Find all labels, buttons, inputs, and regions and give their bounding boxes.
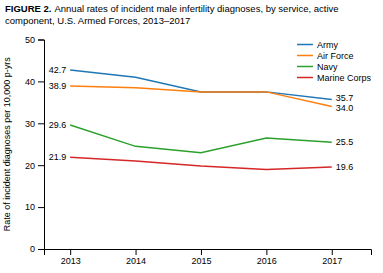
- y-tick: 30: [25, 119, 44, 129]
- legend-item: Army: [297, 40, 338, 50]
- x-tick: 2016: [257, 249, 277, 266]
- subtitle: Annual rates of incident male infertilit…: [5, 3, 339, 26]
- data-label: 34.0: [336, 103, 354, 113]
- data-label: 25.5: [336, 137, 354, 147]
- legend-label: Marine Corps: [317, 73, 372, 83]
- legend-swatch: [297, 77, 313, 79]
- legend-item: Air Force: [297, 51, 354, 61]
- y-tick-label: 40: [25, 77, 35, 87]
- y-tick: 0: [30, 244, 44, 254]
- data-label: 19.6: [336, 162, 354, 172]
- legend-swatch: [297, 66, 313, 68]
- x-tick-mark: [332, 249, 333, 255]
- data-label: 29.6: [49, 120, 67, 130]
- series-line: [70, 157, 332, 169]
- y-tick-label: 20: [25, 161, 35, 171]
- y-tick-label: 10: [25, 202, 35, 212]
- legend-swatch: [297, 44, 313, 46]
- legend-swatch: [297, 55, 313, 57]
- legend-label: Army: [317, 40, 338, 50]
- subtitle-line: component, U.S. Armed Forces, 2013–2017: [5, 15, 190, 26]
- x-tick: 2017: [322, 249, 342, 266]
- x-tick-label: 2017: [322, 256, 342, 266]
- series-group: [70, 70, 332, 169]
- y-tick-label: 50: [25, 35, 35, 45]
- data-label: 38.9: [49, 81, 67, 91]
- title: FIGURE 2.: [5, 3, 51, 14]
- x-tick-mark: [201, 249, 202, 255]
- x-tick: 2015: [191, 249, 211, 266]
- y-tick-mark: [38, 249, 44, 250]
- data-label: 21.9: [49, 152, 67, 162]
- series-line: [70, 125, 332, 153]
- y-tick: 40: [25, 77, 44, 87]
- legend-label: Air Force: [317, 51, 354, 61]
- x-tick-label: 2015: [191, 256, 211, 266]
- x-tick: 2013: [61, 249, 81, 266]
- y-tick-mark: [38, 123, 44, 124]
- y-tick: 20: [25, 161, 44, 171]
- x-axis-line: [45, 250, 372, 256]
- y-axis: 0 10 20 30 40 50: [25, 35, 45, 255]
- series-line: [70, 70, 332, 99]
- y-tick-mark: [38, 207, 44, 208]
- x-tick-mark: [70, 249, 71, 255]
- legend-item: Marine Corps: [297, 73, 372, 83]
- y-tick-label: 0: [30, 244, 35, 254]
- x-tick-mark: [266, 249, 267, 255]
- x-tick-label: 2014: [126, 256, 146, 266]
- y-tick-mark: [38, 81, 44, 82]
- x-tick-mark: [136, 249, 137, 255]
- x-tick-label: 2016: [257, 256, 277, 266]
- data-label: 35.7: [336, 93, 354, 103]
- legend-label: Navy: [317, 62, 338, 72]
- y-tick-label: 30: [25, 119, 35, 129]
- plot: 2013 2014 2015 2016 2017 0 10 20 30 40 50 42.7 38.9 2…: [25, 35, 372, 267]
- data-label: 42.7: [49, 65, 67, 75]
- y-tick: 50: [25, 35, 44, 45]
- y-tick-mark: [38, 40, 44, 41]
- subtitle-line: Annual rates of incident male infertilit…: [54, 3, 338, 14]
- series-line: [70, 86, 332, 107]
- y-tick: 10: [25, 202, 44, 212]
- y-axis-title: Rate of incident diagnoses per 10,000 p-…: [2, 57, 12, 232]
- x-tick-label: 2013: [61, 256, 81, 266]
- legend-item: Navy: [297, 62, 338, 72]
- chart: FIGURE 2.Annual rates of incident male i…: [0, 0, 383, 273]
- x-tick: 2014: [126, 249, 146, 266]
- data-labels: 42.7 38.9 29.6 21.9 35.734.0 25.5 19.6: [49, 65, 354, 172]
- x-axis: 2013 2014 2015 2016 2017: [45, 249, 372, 266]
- y-tick-mark: [38, 165, 44, 166]
- y-axis-line: [38, 40, 45, 250]
- legend: ArmyAir ForceNavyMarine Corps: [297, 40, 372, 83]
